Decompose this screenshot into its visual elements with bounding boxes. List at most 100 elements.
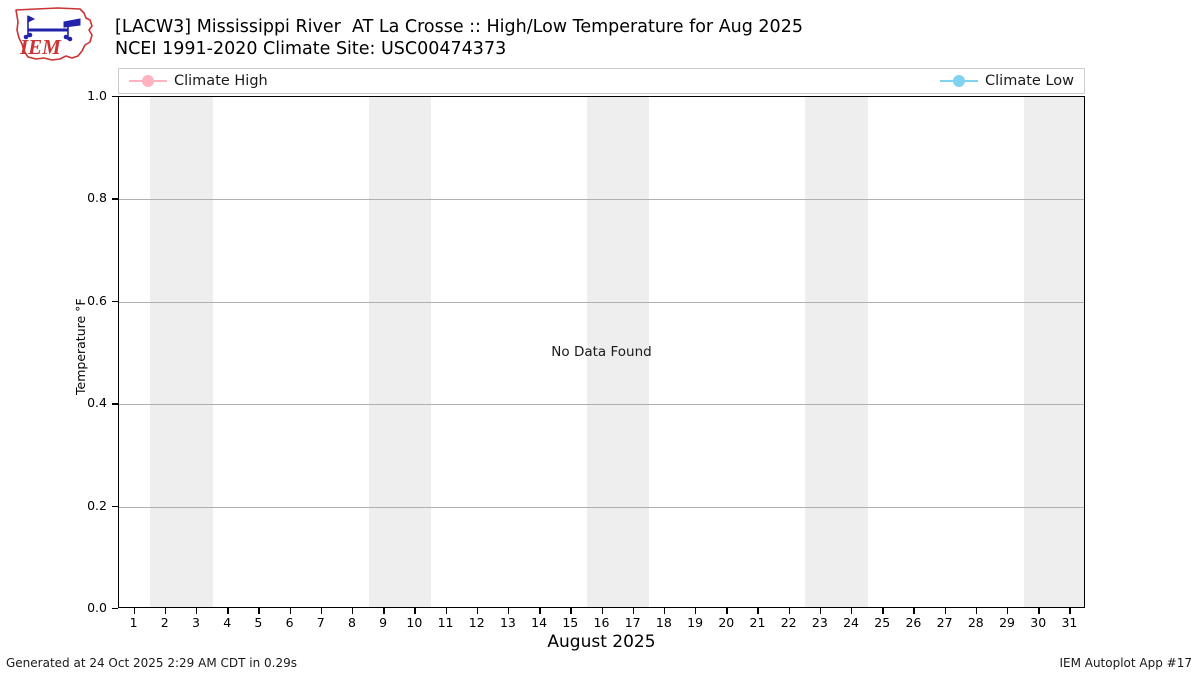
x-tick-label: 13 [499, 615, 516, 630]
x-tick-mark [539, 608, 541, 614]
x-tick-mark [289, 608, 291, 614]
y-tick-mark [112, 198, 118, 200]
y-axis-label: Temperature °F [73, 298, 88, 395]
x-tick-label: 17 [624, 615, 641, 630]
x-tick-mark [819, 608, 822, 614]
x-tick-label: 22 [780, 615, 797, 630]
x-tick-mark [944, 608, 947, 614]
x-tick-label: 29 [999, 615, 1015, 630]
title-line-1: [LACW3] Mississippi River AT La Crosse :… [115, 17, 803, 37]
app-attribution: IEM Autoplot App #17 [1059, 656, 1192, 670]
x-tick-mark [320, 608, 323, 614]
x-tick-label: 2 [160, 615, 169, 630]
x-tick-label: 7 [316, 615, 325, 630]
y-tick-label: 0.2 [87, 497, 107, 513]
x-tick-label: 28 [967, 615, 984, 630]
x-tick-label: 30 [1030, 615, 1047, 630]
x-tick-label: 25 [874, 615, 891, 630]
x-tick-mark [414, 608, 416, 614]
weekend-band [150, 97, 213, 607]
x-tick-mark [788, 608, 791, 614]
x-tick-mark [601, 608, 603, 614]
x-tick-mark [570, 608, 572, 614]
x-tick-mark [851, 608, 853, 614]
iem-logo-text: IEM [19, 35, 62, 59]
x-tick-label: 9 [379, 615, 388, 630]
x-tick-label: 3 [191, 615, 200, 630]
x-tick-mark [445, 608, 447, 614]
legend-item-climate-low[interactable]: Climate Low [940, 73, 1074, 89]
x-tick-mark [757, 608, 759, 614]
x-tick-mark [164, 608, 167, 614]
legend-label-climate-low: Climate Low [985, 73, 1074, 89]
y-tick-label: 0.6 [87, 292, 107, 308]
y-tick-label: 0.8 [87, 190, 107, 206]
x-tick-label: 19 [687, 615, 704, 630]
plot-area: No Data Found [118, 96, 1085, 608]
x-tick-mark [882, 608, 884, 614]
weekend-band [586, 97, 650, 607]
gridline [119, 199, 1084, 201]
x-tick-label: 11 [437, 615, 454, 630]
x-tick-label: 26 [905, 615, 922, 630]
gridline [119, 301, 1084, 303]
iem-logo-svg: IEM [15, 7, 93, 61]
page-title: [LACW3] Mississippi River AT La Crosse :… [115, 16, 1115, 60]
x-tick-label: 31 [1061, 615, 1078, 630]
x-tick-mark [133, 608, 135, 614]
x-tick-mark [195, 608, 198, 614]
x-tick-mark [663, 608, 666, 614]
weekend-band [1023, 97, 1084, 607]
y-tick-mark [112, 608, 118, 610]
no-data-message: No Data Found [551, 344, 652, 360]
y-tick-mark [112, 96, 118, 98]
x-tick-label: 1 [129, 615, 138, 630]
x-tick-label: 4 [223, 615, 232, 630]
x-tick-mark [227, 608, 229, 614]
weather-vane-icon [23, 15, 81, 42]
x-tick-label: 14 [531, 615, 548, 630]
chart-legend[interactable]: Climate High Climate Low [118, 68, 1085, 94]
weekend-band [805, 97, 868, 607]
x-tick-label: 5 [254, 615, 263, 630]
legend-marker-climate-low [940, 74, 979, 88]
x-tick-label: 20 [718, 615, 735, 630]
y-tick-mark [112, 403, 118, 405]
gridline [119, 506, 1084, 508]
y-tick-label: 0.4 [87, 395, 107, 411]
weekend-band [368, 97, 431, 607]
x-tick-label: 27 [936, 615, 953, 630]
x-tick-mark [975, 608, 978, 614]
x-tick-mark [632, 608, 635, 614]
x-tick-mark [1007, 608, 1009, 614]
generated-timestamp: Generated at 24 Oct 2025 2:29 AM CDT in … [6, 656, 297, 670]
y-tick-mark [112, 300, 118, 303]
x-tick-label: 18 [655, 615, 672, 630]
y-tick-mark [112, 505, 118, 507]
x-tick-mark [913, 608, 915, 614]
x-tick-label: 10 [406, 615, 423, 630]
legend-label-climate-high: Climate High [174, 73, 268, 89]
x-axis-label: August 2025 [547, 632, 656, 652]
x-tick-mark [476, 608, 479, 614]
y-tick-label: 0.0 [87, 600, 107, 615]
iem-logo: IEM [6, 4, 102, 66]
x-tick-label: 15 [562, 615, 579, 630]
x-tick-mark [383, 608, 385, 614]
x-tick-label: 24 [843, 615, 859, 630]
x-tick-mark [1038, 608, 1040, 614]
x-tick-mark [695, 608, 697, 614]
x-tick-mark [507, 608, 510, 614]
y-tick-label: 1.0 [87, 88, 107, 103]
x-tick-label: 12 [468, 615, 485, 630]
x-tick-mark [351, 608, 354, 614]
x-tick-label: 8 [347, 615, 356, 630]
x-tick-mark [258, 608, 260, 614]
x-tick-mark [1069, 608, 1071, 614]
legend-marker-climate-high [129, 74, 167, 88]
x-tick-label: 21 [749, 615, 766, 630]
legend-item-climate-high[interactable]: Climate High [129, 73, 268, 89]
title-line-2: NCEI 1991-2020 Climate Site: USC00474373 [115, 39, 507, 59]
x-tick-mark [726, 608, 728, 614]
